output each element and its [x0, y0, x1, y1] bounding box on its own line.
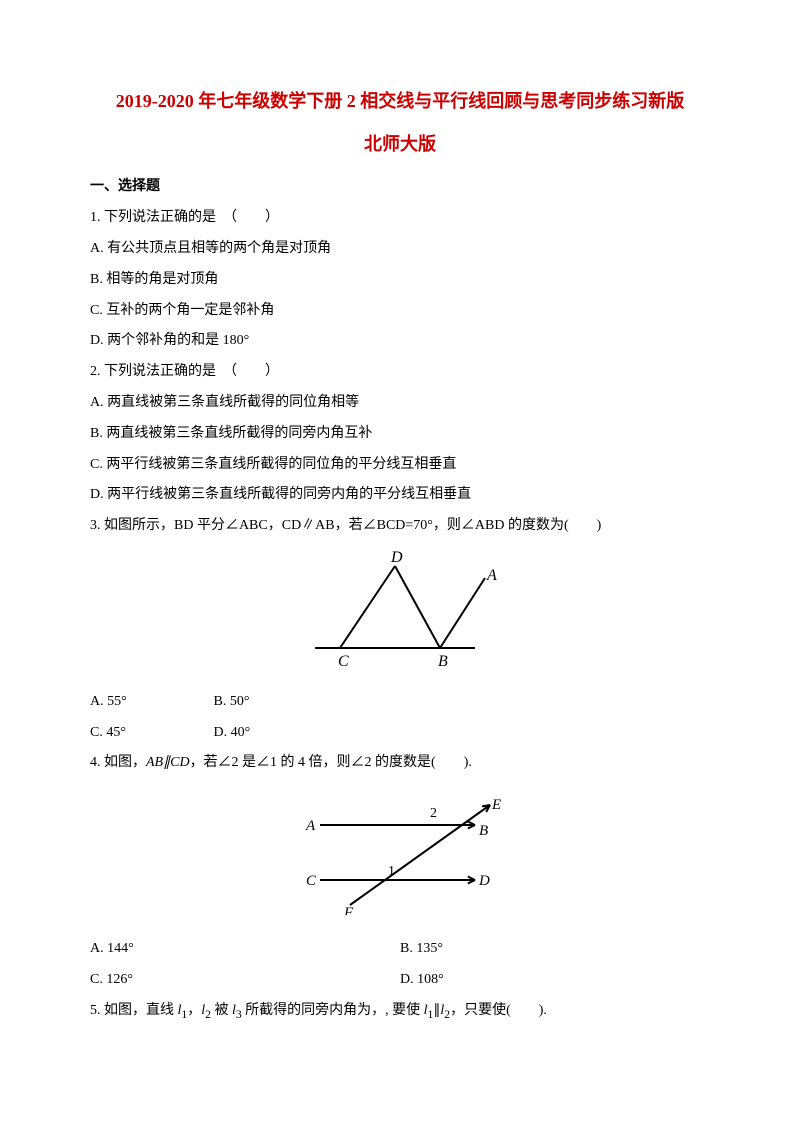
- q4-stem-pre: 4. 如图，: [90, 755, 146, 770]
- q5-pre: 5. 如图，直线: [90, 1003, 178, 1018]
- q3-opt-a: A. 55°: [90, 687, 210, 718]
- q2-opt-b: B. 两直线被第三条直线所截得的同旁内角互补: [90, 419, 710, 450]
- q2-opt-c: C. 两平行线被第三条直线所截得的同位角的平分线互相垂直: [90, 450, 710, 481]
- q3-figure: C B D A: [90, 548, 710, 681]
- svg-text:1: 1: [388, 864, 395, 879]
- doc-title-line1: 2019-2020 年七年级数学下册 2 相交线与平行线回顾与思考同步练习新版: [90, 80, 710, 123]
- q5-stem: 5. 如图，直线 l1，l2 被 l3 所截得的同旁内角为，, 要使 l1∥l2…: [90, 996, 710, 1027]
- question-4: 4. 如图，AB∥CD，若∠2 是∠1 的 4 倍，则∠2 的度数是( ). A…: [90, 748, 710, 995]
- q5-mid: 被: [211, 1003, 232, 1018]
- svg-text:E: E: [491, 797, 501, 813]
- q4-stem-mid: AB∥CD: [146, 755, 190, 770]
- q2-opt-a: A. 两直线被第三条直线所截得的同位角相等: [90, 388, 710, 419]
- q3-opt-b: B. 50°: [214, 687, 250, 718]
- q2-stem: 2. 下列说法正确的是 （ ）: [90, 357, 710, 388]
- svg-text:F: F: [343, 905, 354, 915]
- doc-title-line2: 北师大版: [90, 123, 710, 166]
- q4-stem-post: ，若∠2 是∠1 的 4 倍，则∠2 的度数是( ).: [190, 755, 472, 770]
- svg-text:B: B: [438, 653, 448, 668]
- q1-opt-b: B. 相等的角是对顶角: [90, 265, 710, 296]
- q4-opt-b: B. 135°: [400, 934, 710, 965]
- q1-stem: 1. 下列说法正确的是 （ ）: [90, 203, 710, 234]
- svg-text:B: B: [479, 823, 488, 839]
- q3-opt-c: C. 45°: [90, 718, 210, 749]
- q1-opt-d: D. 两个邻补角的和是 180°: [90, 326, 710, 357]
- q3-opt-d: D. 40°: [214, 718, 251, 749]
- q1-opt-a: A. 有公共顶点且相等的两个角是对顶角: [90, 234, 710, 265]
- q4-opt-d: D. 108°: [400, 965, 710, 996]
- svg-text:D: D: [390, 549, 403, 566]
- question-1: 1. 下列说法正确的是 （ ） A. 有公共顶点且相等的两个角是对顶角 B. 相…: [90, 203, 710, 357]
- q1-opt-c: C. 互补的两个角一定是邻补角: [90, 296, 710, 327]
- svg-text:D: D: [478, 873, 490, 889]
- section-header: 一、选择题: [90, 172, 710, 203]
- question-3: 3. 如图所示，BD 平分∠ABC，CD∥AB，若∠BCD=70°，则∠ABD …: [90, 511, 710, 748]
- q5-tail: ，只要使( ).: [450, 1003, 547, 1018]
- q4-stem: 4. 如图，AB∥CD，若∠2 是∠1 的 4 倍，则∠2 的度数是( ).: [90, 748, 710, 779]
- question-2: 2. 下列说法正确的是 （ ） A. 两直线被第三条直线所截得的同位角相等 B.…: [90, 357, 710, 511]
- svg-text:A: A: [305, 818, 316, 834]
- question-5: 5. 如图，直线 l1，l2 被 l3 所截得的同旁内角为，, 要使 l1∥l2…: [90, 996, 710, 1027]
- svg-text:C: C: [306, 873, 317, 889]
- q4-opt-c: C. 126°: [90, 965, 400, 996]
- q4-figure: A B C D E F 1 2: [90, 785, 710, 928]
- svg-text:2: 2: [430, 806, 437, 821]
- svg-text:C: C: [338, 653, 349, 668]
- q3-stem: 3. 如图所示，BD 平分∠ABC，CD∥AB，若∠BCD=70°，则∠ABD …: [90, 511, 710, 542]
- svg-text:A: A: [486, 567, 497, 584]
- q2-opt-d: D. 两平行线被第三条直线所截得的同旁内角的平分线互相垂直: [90, 480, 710, 511]
- q5-c1: ，: [187, 1003, 201, 1018]
- q4-opt-a: A. 144°: [90, 934, 400, 965]
- q5-mid2: 所截得的同旁内角为，, 要使: [242, 1003, 424, 1018]
